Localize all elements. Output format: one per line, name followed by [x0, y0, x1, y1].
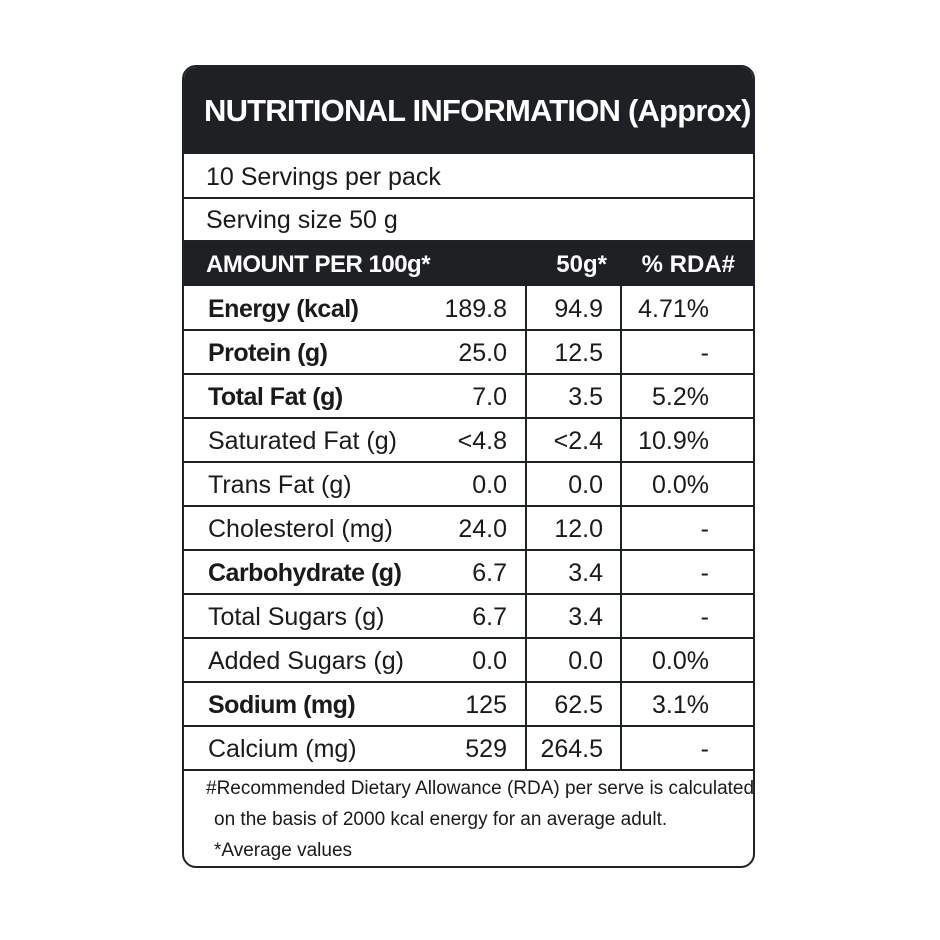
- footnote: *Average values: [214, 840, 353, 861]
- row-divider: [184, 197, 753, 199]
- column-header: % RDA#: [641, 251, 735, 278]
- column-header: 50g*: [556, 251, 607, 278]
- per-100g-value: 0.0: [472, 647, 507, 675]
- rda-value: -: [700, 515, 709, 543]
- per-100g-value: 125: [465, 691, 507, 719]
- rda-value: 0.0%: [652, 647, 709, 675]
- per-100g-value: <4.8: [457, 427, 507, 455]
- per-100g-value: 25.0: [458, 339, 507, 367]
- row-divider: [184, 725, 753, 727]
- nutrient-label: Added Sugars (g): [208, 647, 404, 675]
- row-divider: [184, 461, 753, 463]
- rda-value: 3.1%: [652, 691, 709, 719]
- row-divider: [184, 637, 753, 639]
- per-50g-value: 0.0: [568, 647, 603, 675]
- nutrient-label: Energy (kcal): [208, 295, 359, 323]
- serving-text: Serving size 50 g: [206, 206, 398, 234]
- per-50g-value: 12.0: [554, 515, 603, 543]
- nutrient-label: Saturated Fat (g): [208, 427, 397, 455]
- row-divider: [184, 373, 753, 375]
- per-50g-value: 3.4: [568, 559, 603, 587]
- row-divider: [184, 681, 753, 683]
- rda-value: -: [700, 559, 709, 587]
- per-50g-value: 94.9: [554, 295, 603, 323]
- nutrient-label: Total Sugars (g): [208, 603, 385, 631]
- nutrient-label: Total Fat (g): [208, 383, 343, 411]
- column-header: AMOUNT PER 100g*: [206, 251, 431, 278]
- nutrition-card: NUTRITIONAL INFORMATION (Approx) 10 Serv…: [182, 65, 755, 868]
- per-100g-value: 529: [465, 735, 507, 763]
- nutrient-label: Carbohydrate (g): [208, 559, 402, 587]
- per-50g-value: 3.4: [568, 603, 603, 631]
- title: NUTRITIONAL INFORMATION (Approx): [204, 93, 752, 128]
- per-50g-value: 12.5: [554, 339, 603, 367]
- per-50g-value: 0.0: [568, 471, 603, 499]
- nutrient-label: Trans Fat (g): [208, 471, 352, 499]
- row-divider: [184, 549, 753, 551]
- per-50g-value: 3.5: [568, 383, 603, 411]
- per-50g-value: <2.4: [553, 427, 603, 455]
- per-50g-value: 264.5: [540, 735, 603, 763]
- per-100g-value: 189.8: [444, 295, 507, 323]
- row-divider: [184, 769, 753, 771]
- nutrient-label: Cholesterol (mg): [208, 515, 393, 543]
- per-100g-value: 6.7: [472, 559, 507, 587]
- rda-value: 10.9%: [638, 427, 709, 455]
- per-100g-value: 24.0: [458, 515, 507, 543]
- row-divider: [184, 505, 753, 507]
- column-divider: [620, 286, 622, 770]
- nutrient-label: Sodium (mg): [208, 691, 356, 719]
- rda-value: 5.2%: [652, 383, 709, 411]
- table-header-band: [184, 242, 753, 286]
- rda-value: -: [700, 735, 709, 763]
- per-100g-value: 6.7: [472, 603, 507, 631]
- title-band: [184, 67, 753, 154]
- nutrient-label: Protein (g): [208, 339, 328, 367]
- row-divider: [184, 329, 753, 331]
- per-100g-value: 7.0: [472, 383, 507, 411]
- rda-value: 0.0%: [652, 471, 709, 499]
- row-divider: [184, 417, 753, 419]
- footnote: #Recommended Dietary Allowance (RDA) per…: [206, 778, 755, 799]
- per-50g-value: 62.5: [554, 691, 603, 719]
- serving-text: 10 Servings per pack: [206, 163, 441, 191]
- row-divider: [184, 240, 753, 242]
- rda-value: 4.71%: [638, 295, 709, 323]
- rda-value: -: [700, 339, 709, 367]
- row-divider: [184, 593, 753, 595]
- per-100g-value: 0.0: [472, 471, 507, 499]
- column-divider: [525, 286, 527, 770]
- rda-value: -: [700, 603, 709, 631]
- nutrient-label: Calcium (mg): [208, 735, 357, 763]
- footnote: on the basis of 2000 kcal energy for an …: [214, 809, 668, 830]
